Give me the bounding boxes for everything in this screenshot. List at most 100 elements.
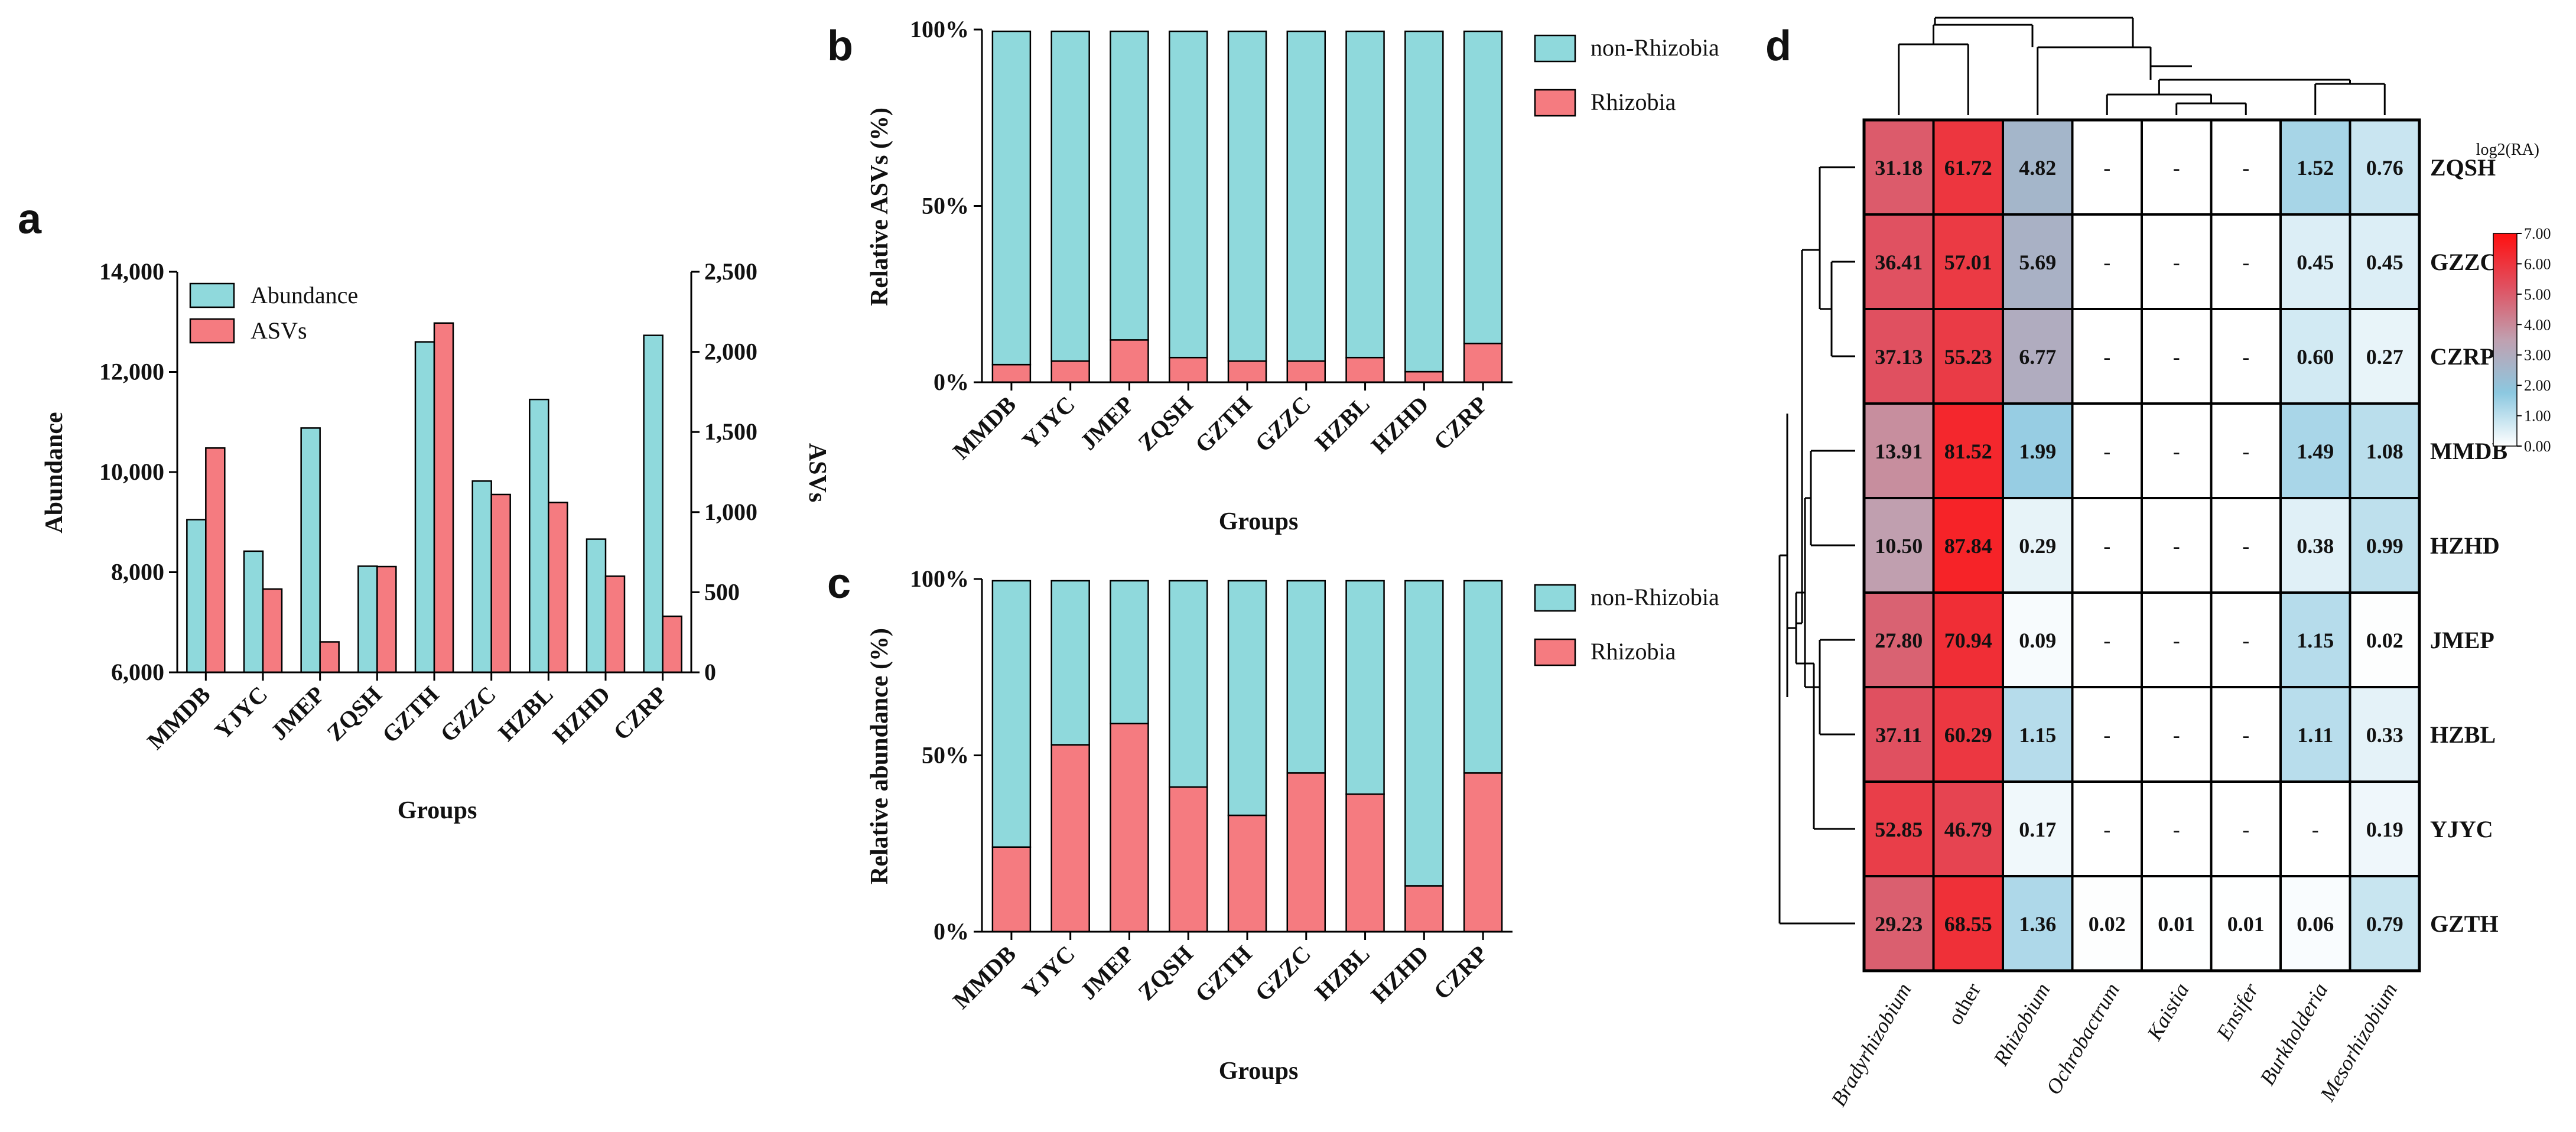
heatmap-value: 0.27 (2366, 345, 2403, 369)
heatmap-value: 1.49 (2297, 440, 2334, 463)
heatmap-value: 1.15 (2019, 723, 2056, 747)
heatmap-cell-gzth-other (1932, 875, 2004, 972)
heatmap-value: - (2242, 345, 2249, 369)
colorbar-tick-label: 3.00 (2524, 347, 2551, 364)
heatmap-value: 0.45 (2366, 251, 2403, 274)
column-label-ochrobactrum: Ochrobactrum (2041, 979, 2124, 1098)
x-tick-label-czrp: CZRP (1429, 391, 1493, 456)
y-tick-label: 100% (910, 565, 969, 592)
right-tick-label: 1,000 (704, 499, 757, 525)
heatmap-value: - (2103, 345, 2110, 369)
x-tick-label-hzbl: HZBL (1310, 391, 1375, 456)
bar-rhizobia-mmdb (991, 846, 1032, 933)
bar-rhizobia-yjyc (1050, 744, 1090, 933)
heatmap-cell-jmep-rhizobium (2002, 591, 2074, 688)
heatmap-cell-czrp-burkholderia (2279, 308, 2351, 405)
bar-non-rhizobia-hzbl (1345, 30, 1385, 359)
heatmap-value: - (2103, 440, 2110, 463)
heatmap-value: 0.06 (2297, 912, 2334, 936)
x-axis-title: Groups (398, 797, 477, 824)
heatmap-value: - (2103, 251, 2110, 274)
colorbar-tick-label: 4.00 (2524, 316, 2551, 333)
heatmap-value: 10.50 (1875, 534, 1923, 558)
bar-rhizobia-yjyc (1050, 360, 1090, 383)
heatmap-value: 0.60 (2297, 345, 2334, 369)
legend-swatch-abundance (189, 282, 235, 308)
heatmap-value: 0.01 (2158, 912, 2195, 936)
heatmap-cell-yjyc-kaistia (2141, 780, 2213, 877)
colorbar-tick-label: 5.00 (2524, 286, 2551, 303)
heatmap-cell-gzzc-rhizobium (2002, 213, 2074, 310)
x-tick-label-gzzc: GZZC (1250, 941, 1316, 1007)
bar-abundance-gzzc (471, 480, 492, 674)
legend-swatch-non-rhizobia (1534, 34, 1576, 63)
heatmap-cell-jmep-mesorhizobium (2349, 591, 2421, 688)
panel-letter-c: c (827, 560, 851, 607)
heatmap-value: 0.76 (2366, 156, 2403, 180)
x-tick-label-gzth: GZTH (377, 681, 444, 749)
heatmap-cell-hzbl-ochrobactrum (2071, 686, 2143, 783)
bar-rhizobia-mmdb (991, 363, 1032, 383)
heatmap-cell-mmdb-rhizobium (2002, 402, 2074, 499)
bar-asvs-yjyc (262, 588, 283, 674)
y-tick-label: 100% (910, 16, 969, 43)
colorbar-tick-label: 0.00 (2524, 438, 2551, 455)
heatmap-cell-hzhd-kaistia (2141, 497, 2213, 594)
x-tick-label-jmep: JMEP (1075, 941, 1139, 1005)
heatmap-cell-czrp-mesorhizobium (2349, 308, 2421, 405)
heatmap-value: 31.18 (1875, 156, 1923, 180)
bar-abundance-yjyc (243, 550, 264, 674)
heatmap-value: 0.02 (2366, 629, 2403, 652)
heatmap-value: 36.41 (1875, 251, 1923, 274)
heatmap-value: 81.52 (1944, 440, 1992, 463)
heatmap-cell-gzth-rhizobium (2002, 875, 2074, 972)
x-tick-label-czrp: CZRP (1429, 941, 1493, 1005)
heatmap-cell-zqsh-bradyrhizobium (1863, 119, 1935, 216)
bar-asvs-hzhd (604, 575, 626, 674)
colorbar-tick-label: 2.00 (2524, 377, 2551, 394)
heatmap-cell-hzbl-rhizobium (2002, 686, 2074, 783)
x-tick-label-jmep: JMEP (265, 681, 330, 746)
heatmap-value: 0.19 (2366, 818, 2403, 841)
heatmap-cell-hzbl-burkholderia (2279, 686, 2351, 783)
heatmap-value: 0.02 (2089, 912, 2126, 936)
x-tick-label-czrp: CZRP (608, 681, 672, 746)
left-tick-label: 10,000 (99, 458, 164, 485)
heatmap-value: - (2312, 818, 2319, 841)
bar-non-rhizobia-zqsh (1168, 580, 1208, 788)
x-tick-label-gzzc: GZZC (1250, 391, 1316, 457)
heatmap-value: 61.72 (1944, 156, 1992, 180)
heatmap-value: - (2173, 345, 2180, 369)
bar-asvs-gzth (433, 322, 454, 674)
bar-abundance-mmdb (186, 519, 207, 674)
heatmap-cell-yjyc-bradyrhizobium (1863, 780, 1935, 877)
heatmap-value: 1.11 (2297, 723, 2333, 747)
x-tick-label-zqsh: ZQSH (321, 681, 386, 746)
column-label-burkholderia: Burkholderia (2255, 979, 2333, 1089)
panel-letter-b: b (827, 22, 853, 70)
heatmap-cell-hzhd-bradyrhizobium (1863, 497, 1935, 594)
bar-rhizobia-czrp (1463, 343, 1503, 383)
heatmap-value: 1.08 (2366, 440, 2403, 463)
right-tick-label: 2,000 (704, 339, 757, 365)
x-tick-label-mmdb: MMDB (142, 681, 216, 755)
colorbar (2493, 233, 2518, 447)
heatmap-value: 37.11 (1875, 723, 1922, 747)
bar-asvs-mmdb (205, 447, 226, 674)
heatmap-value: 0.33 (2366, 723, 2403, 747)
heatmap-cell-gzzc-kaistia (2141, 213, 2213, 310)
panel-letter-d: d (1765, 22, 1791, 70)
heatmap-value: - (2173, 440, 2180, 463)
heatmap-value: 1.52 (2297, 156, 2334, 180)
heatmap-value: 0.29 (2019, 534, 2056, 558)
heatmap-value: - (2242, 818, 2249, 841)
heatmap-value: 1.99 (2019, 440, 2056, 463)
heatmap-value: - (2242, 251, 2249, 274)
heatmap-cell-hzhd-ochrobactrum (2071, 497, 2143, 594)
bar-rhizobia-gzzc (1286, 772, 1326, 933)
row-label-zqsh: ZQSH (2430, 154, 2496, 181)
heatmap-cell-yjyc-burkholderia (2279, 780, 2351, 877)
bar-rhizobia-gzzc (1286, 360, 1326, 383)
heatmap-value: 0.17 (2019, 818, 2056, 841)
